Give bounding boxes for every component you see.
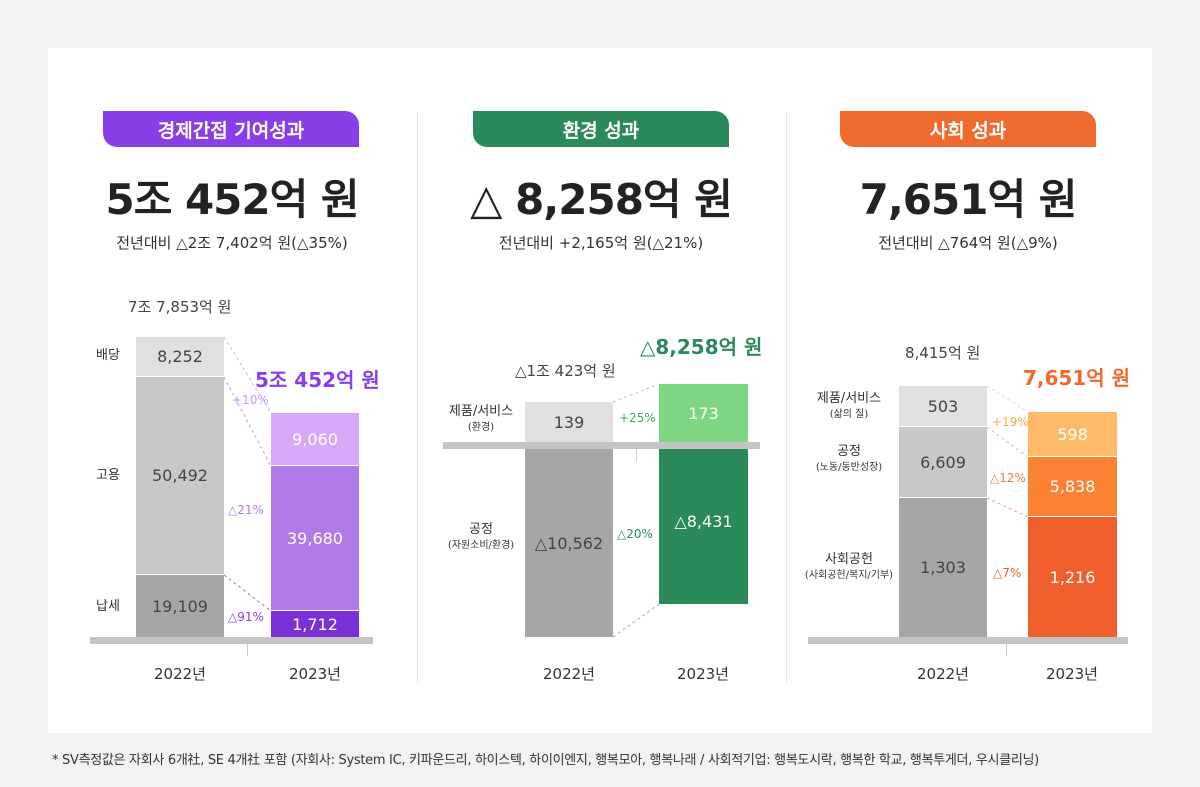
- x-tick-label: 2022년: [154, 665, 206, 683]
- series-label: 공정 (자원소비/환경): [436, 521, 526, 552]
- series-name: 제품/서비스: [448, 404, 514, 419]
- x-tick-label: 2023년: [289, 665, 341, 683]
- change-label: +25%: [619, 411, 656, 425]
- bar-segment: △8,431: [659, 449, 748, 604]
- axis-tick: [1006, 644, 1007, 656]
- bar-segment: 8,252: [136, 337, 224, 376]
- x-tick-label: 2023년: [677, 665, 729, 683]
- change-label: △91%: [228, 610, 264, 624]
- series-label: 납세: [96, 599, 120, 614]
- series-sub: (노동/동반성장): [815, 461, 883, 473]
- bar-segment: 50,492: [136, 377, 224, 574]
- divider: [417, 112, 418, 682]
- bar-segment: 39,680: [271, 466, 359, 610]
- economic-comparison: 전년대비 △2조 7,402억 원(△35%): [116, 234, 348, 252]
- bar-segment: 6,609: [899, 427, 987, 497]
- series-sub: (삶의 질): [829, 408, 869, 420]
- total-2022: 8,415억 원: [905, 344, 981, 362]
- series-sub: (사회공헌/복지/기부): [804, 569, 894, 581]
- change-label: +19%: [992, 415, 1029, 429]
- environment-badge: 환경 성과: [473, 111, 729, 147]
- change-label: △12%: [990, 471, 1026, 485]
- axis-tick: [636, 449, 637, 461]
- series-label: 공정 (노동/동반성장): [806, 443, 892, 474]
- series-name: 공정: [837, 444, 861, 459]
- bar-segment: 173: [659, 384, 748, 442]
- environment-comparison: 전년대비 +2,165억 원(△21%): [498, 234, 704, 252]
- series-label: 제품/서비스 (삶의 질): [806, 390, 892, 421]
- bar-segment: △10,562: [525, 449, 613, 637]
- series-name: 사회공헌: [825, 552, 873, 567]
- x-tick-label: 2023년: [1046, 665, 1098, 683]
- total-2023: 7,651억 원: [1023, 366, 1131, 390]
- series-label: 제품/서비스 (환경): [440, 403, 522, 434]
- series-name: 제품/서비스: [816, 391, 882, 406]
- baseline: [90, 637, 373, 644]
- x-tick-label: 2022년: [917, 665, 969, 683]
- environment-headline: △ 8,258억 원: [470, 175, 733, 224]
- economic-badge: 경제간접 기여성과: [103, 111, 359, 147]
- change-label: △21%: [228, 503, 264, 517]
- change-label: △20%: [617, 527, 653, 541]
- total-2023: △8,258억 원: [640, 335, 763, 359]
- bar-segment: 5,838: [1028, 457, 1117, 516]
- series-sub: (자원소비/환경): [447, 539, 515, 551]
- series-label: 사회공헌 (사회공헌/복지/기부): [800, 551, 898, 582]
- axis-tick: [247, 644, 248, 656]
- economic-headline: 5조 452억 원: [105, 175, 359, 224]
- footnote: * SV측정값은 자회사 6개社, SE 4개社 포함 (자회사: System…: [52, 753, 1039, 768]
- baseline: [808, 637, 1128, 644]
- series-sub: (환경): [467, 421, 495, 433]
- bar-segment: 598: [1028, 412, 1117, 456]
- bar-segment: 1,712: [271, 611, 359, 637]
- total-2022: 7조 7,853억 원: [128, 298, 232, 316]
- change-label: +10%: [232, 393, 269, 407]
- divider: [786, 112, 787, 682]
- total-2023: 5조 452억 원: [255, 368, 380, 392]
- social-headline: 7,651억 원: [859, 175, 1078, 224]
- bar-segment: 19,109: [136, 575, 224, 637]
- bar-segment: 139: [525, 402, 613, 442]
- series-name: 공정: [469, 522, 493, 537]
- x-tick-label: 2022년: [543, 665, 595, 683]
- change-label: △7%: [993, 566, 1022, 580]
- baseline: [443, 442, 760, 449]
- series-label: 배당: [96, 348, 120, 363]
- social-badge: 사회 성과: [840, 111, 1096, 147]
- bar-segment: 1,303: [899, 498, 987, 637]
- bar-segment: 1,216: [1028, 517, 1117, 637]
- social-comparison: 전년대비 △764억 원(△9%): [878, 234, 1058, 252]
- bar-segment: 9,060: [271, 413, 359, 465]
- series-label: 고용: [96, 468, 120, 483]
- total-2022: △1조 423억 원: [515, 362, 616, 380]
- bar-segment: 503: [899, 386, 987, 426]
